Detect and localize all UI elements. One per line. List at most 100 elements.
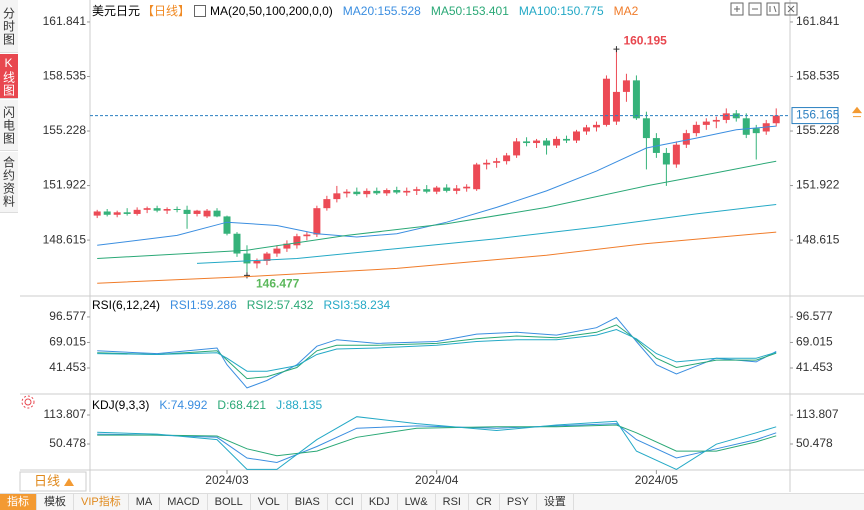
y-tick-label: 155.228 [796,123,840,137]
candle-body [163,209,171,211]
toolbar-item[interactable]: BIAS [288,494,328,510]
toolbar-item[interactable]: CCI [328,494,362,510]
toolbar-item[interactable]: 指标 [0,494,37,510]
low-marker [243,272,250,279]
candle-body [263,253,271,261]
x-tick-label: 2024/03 [205,473,249,487]
rsi-title: RSI(6,12,24) [92,298,161,312]
candle-body [483,162,491,165]
candle-body [443,187,451,191]
toolbar-item[interactable]: 模板 [37,494,74,510]
sidebar-tab[interactable]: 分时图 [0,0,18,53]
period-button-label[interactable]: 日线 [34,473,60,488]
toolbar-item[interactable]: VIP指标 [74,494,129,510]
sidebar-tab[interactable]: 合约资料 [0,152,18,213]
last-price-label: 156.165 [796,108,840,122]
candle-body [333,193,341,200]
candle-body [223,216,231,234]
y-tick-label: 69.015 [796,335,833,349]
last-price-arrow [851,106,863,118]
candle-body [103,211,111,215]
toolbar-icons[interactable] [730,2,798,16]
period-button[interactable] [19,471,87,492]
high-label: 160.195 [623,33,667,47]
y-tick-label: 50.478 [49,436,86,450]
candle-body [742,118,750,135]
candle-body [592,124,600,128]
y-tick-label: 155.228 [43,123,87,137]
sidebar-tab[interactable]: 闪电图 [0,100,18,151]
candle-body [413,189,421,191]
candle-body [692,124,700,134]
candle-body [612,91,620,122]
legend-entry: MA50:153.401 [430,3,509,18]
toolbar-item[interactable]: BOLL [208,494,251,510]
candle-body [393,190,401,193]
toolbar-item[interactable]: 设置 [537,494,574,510]
candle-body [622,80,630,92]
candle-body [523,141,531,144]
ma-line [196,204,777,264]
kdj-legend: KDJ(9,3,3) K:74.992 D:68.421 J:88.135 [92,398,322,412]
symbol: 美元日元 [92,4,141,18]
y-tick-label: 113.807 [44,407,87,421]
kdj-title: KDJ(9,3,3) [92,398,150,412]
candle-body [323,199,331,209]
candle-body [772,115,780,124]
candle-body [273,248,281,254]
candle-body [563,138,571,141]
toolbar-item[interactable]: CR [469,494,500,510]
candle-body [543,140,551,146]
ma-icon[interactable] [194,4,207,17]
toolbar-item[interactable]: MACD [160,494,208,510]
candle-body [383,190,391,194]
candle-body [363,190,371,195]
candle-body [293,236,301,246]
candle-body [752,128,760,134]
y-tick-label: 41.453 [796,360,833,374]
candle-body [403,190,411,193]
legend-entry: MA2 [613,3,639,18]
y-tick-label: 151.922 [43,178,87,192]
candle-body [133,209,141,214]
candle-body [533,140,541,144]
ma-line [97,125,777,246]
candle-body [513,141,521,156]
candle-body [243,253,251,264]
candle-body [553,138,561,146]
candle-body [183,209,191,214]
legend-entry: RSI3:58.234 [323,298,391,312]
y-tick-label: 50.478 [796,436,833,450]
y-tick-label: 158.535 [43,69,87,83]
candle-body [682,133,690,145]
y-tick-label: 158.535 [796,69,840,83]
candle-body [722,113,730,120]
indicator-line [97,424,777,457]
indicator-toolbar: 指标 模板 VIP指标 MA MACD BOLL VOL BIAS CCI KDJ LW& RSI CR… [0,493,864,510]
candle-body [153,208,161,211]
y-tick-label: 161.841 [796,14,840,28]
period-arrow[interactable] [64,478,74,486]
settings-icon[interactable] [21,395,35,409]
y-tick-label: 96.577 [796,309,833,323]
y-tick-label: 161.841 [43,14,87,28]
indicator-line [97,324,777,380]
toolbar-item[interactable]: RSI [436,494,469,510]
period: 【日线】 [142,4,191,18]
toolbar-item[interactable]: MA [129,494,161,510]
candle-body [503,155,511,162]
sidebar-tab[interactable]: K线图 [0,54,18,99]
toolbar-item[interactable]: PSY [500,494,537,510]
ma-params: MA(20,50,100,200,0,0) [210,3,333,18]
toolbar-item[interactable]: VOL [251,494,288,510]
candle-body [233,233,241,254]
toolbar-item[interactable]: LW& [398,494,436,510]
candle-body [253,260,261,264]
y-tick-label: 148.615 [796,232,840,246]
candle-body [143,208,151,210]
toolbar-item[interactable]: KDJ [362,494,398,510]
candle-body [712,119,720,122]
indicator-line [97,328,777,372]
